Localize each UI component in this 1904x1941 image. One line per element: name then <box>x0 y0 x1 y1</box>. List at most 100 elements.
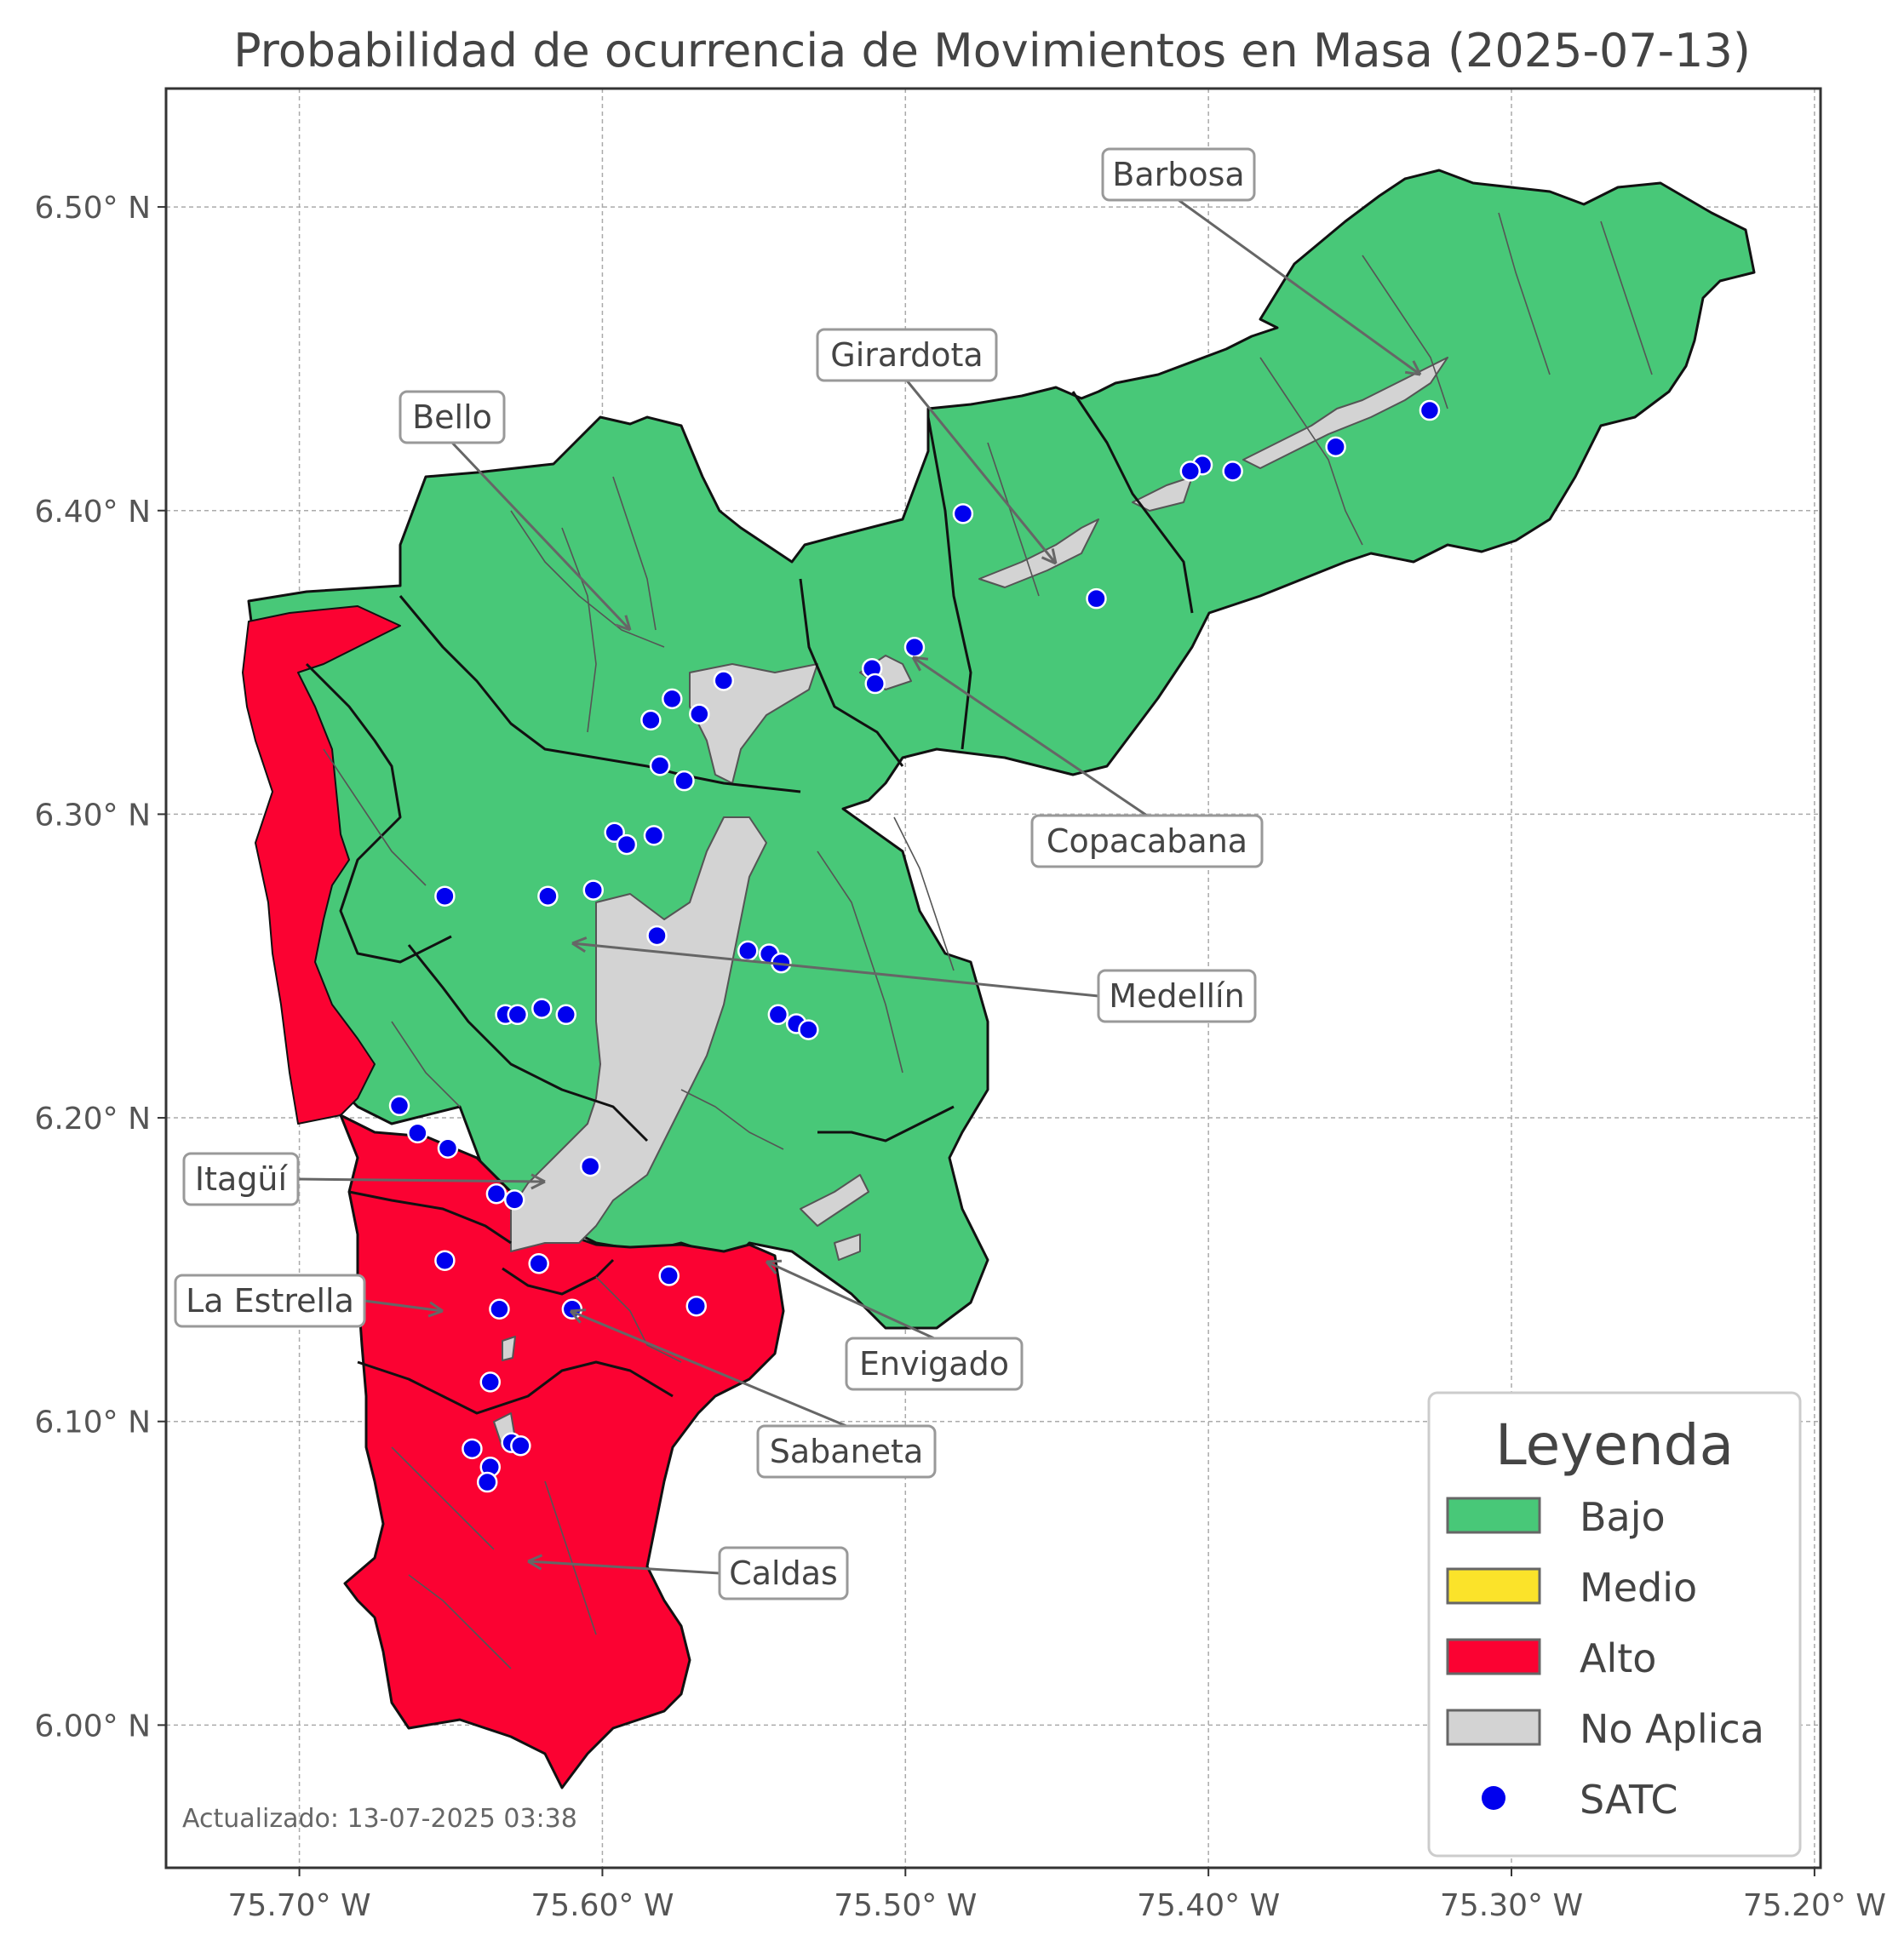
region-no-aplica-envigado <box>800 1174 869 1261</box>
callout-box <box>399 390 506 444</box>
callout-label: La Estrella <box>186 1282 354 1320</box>
legend-items: Bajo Medio Alto No Aplica SATC <box>1446 1494 1764 1823</box>
legend-swatch <box>1446 1567 1541 1605</box>
y-tick-label: 6.30° N <box>34 798 151 833</box>
satc-point <box>388 1095 410 1117</box>
callout-arrow <box>364 1299 444 1313</box>
axis-ticks: 75.70° W 75.60° W 75.50° W 75.40° W 75.30° W… <box>34 191 1885 1923</box>
satc-point <box>737 940 759 962</box>
x-tick-label: 75.70° W <box>228 1888 371 1923</box>
callout-arrow <box>450 441 632 632</box>
callout-arrow <box>905 380 1058 564</box>
legend-label: Bajo <box>1580 1494 1666 1540</box>
callout-label: Girardota <box>830 336 983 374</box>
callout-arrowhead <box>530 1173 546 1190</box>
satc-points <box>388 399 1441 1493</box>
legend-dot <box>1482 1786 1505 1810</box>
legend-label: Alto <box>1580 1635 1656 1681</box>
satc-point <box>1325 436 1346 458</box>
satc-point <box>462 1438 483 1460</box>
satc-point <box>864 673 886 695</box>
satc-point <box>658 1265 680 1286</box>
satc-point <box>952 503 974 524</box>
x-tick-label: 75.30° W <box>1440 1888 1583 1923</box>
callout-arrowhead <box>427 1301 444 1318</box>
municipal-borders <box>305 391 1194 1415</box>
satc-point <box>685 1295 708 1317</box>
callout-arrowhead <box>571 936 588 953</box>
satc-point <box>485 1182 508 1205</box>
satc-point <box>582 879 605 901</box>
callout-arrow <box>571 942 1099 998</box>
callout-label: Barbosa <box>1112 156 1244 193</box>
map-regions <box>242 169 1756 1789</box>
callout-box <box>718 1546 849 1600</box>
satc-point <box>643 825 665 846</box>
legend-swatch <box>1446 1638 1541 1675</box>
y-tick-label: 6.40° N <box>34 495 151 530</box>
y-tick-label: 6.10° N <box>34 1406 151 1440</box>
callout-arrow <box>570 1309 847 1428</box>
callout-label: Envigado <box>859 1345 1009 1383</box>
satc-point <box>489 1298 510 1320</box>
callout-arrowhead <box>569 1308 587 1324</box>
region-no-aplica-bello <box>689 663 818 784</box>
plot-frame <box>164 87 1822 1869</box>
callout-arrow <box>527 1560 720 1575</box>
satc-point <box>689 703 710 724</box>
satc-point <box>1086 587 1107 610</box>
callout-box <box>1101 147 1256 202</box>
y-tick-label: 6.50° N <box>34 191 151 226</box>
legend-swatch <box>1446 1497 1541 1534</box>
region-no-aplica-north <box>859 357 1448 690</box>
callout-label: Sabaneta <box>770 1433 923 1470</box>
callout-box <box>174 1274 366 1328</box>
satc-point <box>434 1250 456 1271</box>
satc-point <box>579 1155 601 1177</box>
satc-point <box>555 1004 576 1026</box>
callout-box <box>1030 814 1264 868</box>
legend: Leyenda Bajo Medio Alto No Aplica SATC <box>1427 1391 1802 1858</box>
satc-point <box>434 885 456 907</box>
callout-arrow <box>1178 198 1421 376</box>
callout-arrow <box>912 656 1148 817</box>
satc-point <box>528 1253 549 1274</box>
satc-point <box>713 670 735 691</box>
satc-point <box>437 1137 459 1159</box>
callout-arrowhead <box>1041 548 1058 565</box>
satc-point <box>649 755 671 776</box>
satc-point <box>640 709 662 731</box>
satc-point <box>662 688 683 710</box>
x-tick-label: 75.60° W <box>530 1888 674 1923</box>
region-no-aplica-urban <box>510 816 767 1252</box>
callout-box <box>756 1424 937 1479</box>
callout-arrowhead <box>615 615 632 632</box>
legend-swatch <box>1446 1709 1541 1746</box>
y-tick-label: 6.20° N <box>34 1102 151 1137</box>
satc-point <box>1179 461 1201 482</box>
satc-point <box>767 1004 789 1026</box>
callout-box <box>845 1337 1024 1391</box>
satc-point <box>646 925 668 947</box>
callout-arrowhead <box>1404 360 1422 376</box>
x-tick-label: 75.50° W <box>834 1888 977 1923</box>
satc-point <box>798 1019 819 1040</box>
callout-arrowhead <box>911 656 929 672</box>
satc-point <box>674 770 695 792</box>
legend-title: Leyenda <box>1495 1412 1734 1478</box>
legend-label: No Aplica <box>1580 1706 1764 1752</box>
callout-label: Bello <box>412 398 492 436</box>
callout-box <box>1097 969 1257 1023</box>
satc-point <box>537 885 559 907</box>
callout-label: Caldas <box>729 1555 838 1592</box>
updated-timestamp: Actualizado: 13-07-2025 03:38 <box>182 1804 577 1834</box>
satc-point <box>476 1471 498 1493</box>
satc-point <box>1222 461 1243 482</box>
callout-label: Itagüí <box>195 1160 289 1198</box>
callout-arrow <box>297 1177 546 1183</box>
callout-box <box>182 1152 300 1206</box>
region-alto-west <box>242 605 401 1125</box>
satc-point <box>531 998 553 1019</box>
